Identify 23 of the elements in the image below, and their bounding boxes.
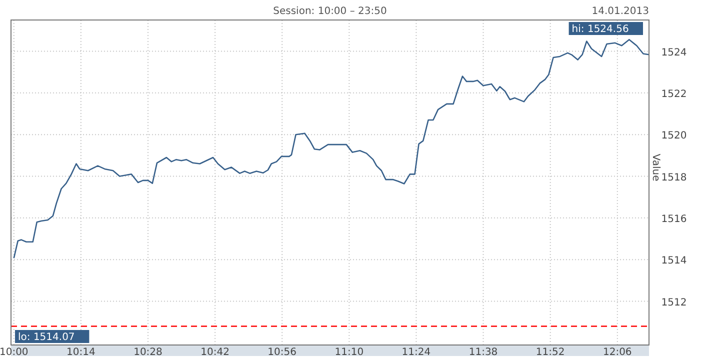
x-tick-label: 11:52 bbox=[536, 347, 565, 358]
y-tick-label: 1520 bbox=[661, 130, 687, 142]
y-tick-label: 1524 bbox=[661, 47, 687, 58]
y-tick-label: 1514 bbox=[661, 256, 687, 267]
annotation: hi: 1524.56 bbox=[572, 24, 629, 35]
x-tick-label: 11:10 bbox=[334, 347, 364, 358]
x-tick-label: 10:14 bbox=[66, 347, 96, 358]
x-tick-label: 10:56 bbox=[268, 347, 297, 358]
x-tick-label: 11:24 bbox=[402, 347, 431, 358]
y-tick-label: 1512 bbox=[661, 297, 687, 308]
x-tick-label: 11:38 bbox=[468, 347, 498, 358]
chart-title: Session: 10:00 – 23:50 bbox=[273, 6, 387, 17]
x-tick-label: 12:06 bbox=[602, 347, 632, 358]
x-tick-label: 10:28 bbox=[134, 347, 162, 358]
y-tick-label: 1516 bbox=[661, 214, 687, 225]
x-tick-label: 10:42 bbox=[200, 347, 230, 358]
annotation: lo: 1514.07 bbox=[18, 332, 75, 343]
x-tick-label: 10:00 bbox=[0, 347, 28, 358]
y-tick-label: 1518 bbox=[661, 172, 687, 184]
chart-subtitle: 14.01.2013 bbox=[592, 6, 649, 17]
y-axis-title: Value bbox=[650, 154, 661, 182]
line-series bbox=[13, 38, 650, 259]
y-tick-label: 1522 bbox=[661, 88, 687, 100]
